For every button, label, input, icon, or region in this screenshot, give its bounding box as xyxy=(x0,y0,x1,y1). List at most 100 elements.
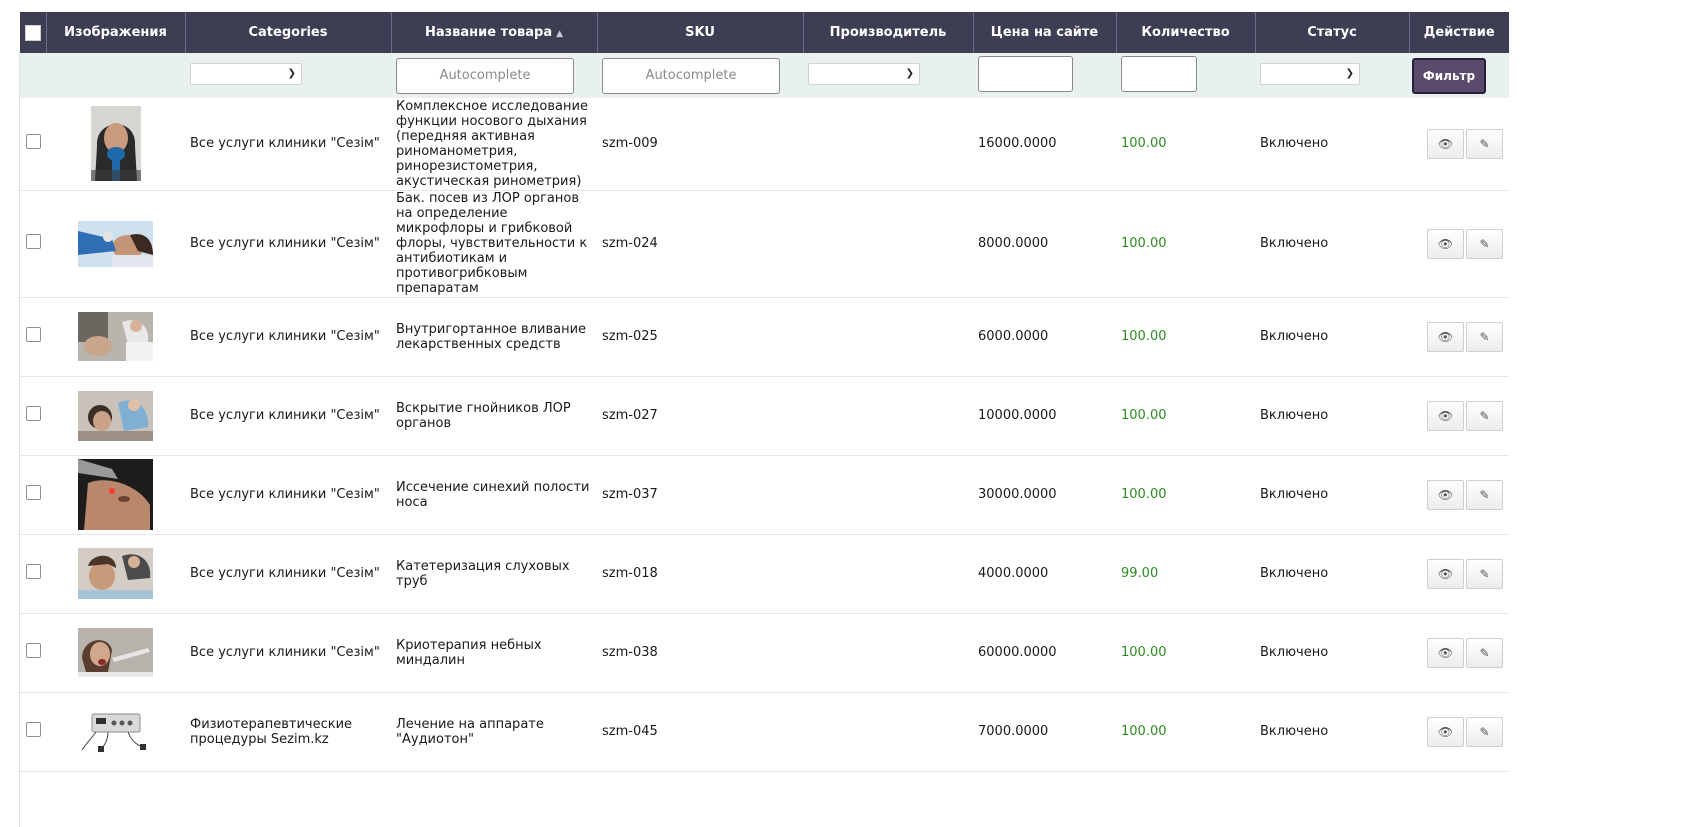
price-filter-input[interactable] xyxy=(978,55,1073,92)
view-button[interactable]: 👁 xyxy=(1427,716,1464,747)
filter-button-cell: Фильтр xyxy=(1409,53,1509,98)
manufacturer-cell xyxy=(803,613,973,693)
manufacturer-cell xyxy=(803,692,973,772)
row-checkbox-cell xyxy=(20,613,46,693)
price-cell: 7000.0000 xyxy=(973,692,1116,772)
column-status[interactable]: Статус xyxy=(1255,12,1410,53)
eye-icon: 👁 xyxy=(1437,645,1454,660)
view-button[interactable]: 👁 xyxy=(1427,128,1464,159)
status-cell: Включено xyxy=(1255,297,1409,377)
actions-cell: 👁 ✎ xyxy=(1409,98,1509,191)
category-cell: Все услуги клиники "Сезім" xyxy=(185,455,391,535)
sku-cell: szm-025 xyxy=(597,297,803,377)
filter-button[interactable]: Фильтр xyxy=(1412,57,1486,94)
quantity-filter-input[interactable] xyxy=(1121,55,1197,92)
pencil-icon: ✎ xyxy=(1479,487,1490,502)
eye-icon: 👁 xyxy=(1437,487,1454,502)
sku-cell: szm-027 xyxy=(597,376,803,456)
category-cell: Физиотерапевтические процедуры Sezim.kz xyxy=(185,692,391,772)
product-thumbnail[interactable] xyxy=(90,106,141,182)
view-button[interactable]: 👁 xyxy=(1427,479,1464,510)
eye-icon: 👁 xyxy=(1437,236,1454,251)
select-all-checkbox[interactable] xyxy=(24,24,41,41)
manufacturer-cell xyxy=(803,98,973,191)
actions-cell: 👁 ✎ xyxy=(1409,376,1509,456)
edit-button[interactable]: ✎ xyxy=(1466,128,1503,159)
edit-button[interactable]: ✎ xyxy=(1466,321,1503,352)
product-thumbnail[interactable] xyxy=(78,548,153,599)
product-thumbnail[interactable] xyxy=(78,459,153,530)
row-checkbox-cell xyxy=(20,376,46,456)
column-name[interactable]: Название товара ▲ xyxy=(391,12,598,53)
sort-asc-icon[interactable]: ▲ xyxy=(556,29,564,39)
manufacturer-cell xyxy=(803,376,973,456)
edit-button[interactable]: ✎ xyxy=(1466,637,1503,668)
filter-price-cell xyxy=(973,53,1116,98)
column-price[interactable]: Цена на сайте xyxy=(973,12,1117,53)
column-images: Изображения xyxy=(46,12,186,53)
edit-button[interactable]: ✎ xyxy=(1466,400,1503,431)
row-checkbox-cell xyxy=(20,455,46,535)
row-checkbox[interactable] xyxy=(26,327,41,342)
row-checkbox[interactable] xyxy=(26,234,41,249)
pencil-icon: ✎ xyxy=(1479,136,1490,151)
pencil-icon: ✎ xyxy=(1479,329,1490,344)
sku-cell: szm-045 xyxy=(597,692,803,772)
status-cell: Включено xyxy=(1255,692,1409,772)
edit-button[interactable]: ✎ xyxy=(1466,716,1503,747)
product-thumbnail[interactable] xyxy=(78,220,153,267)
edit-button[interactable]: ✎ xyxy=(1466,558,1503,589)
row-checkbox[interactable] xyxy=(26,722,41,737)
status-cell: Включено xyxy=(1255,98,1409,191)
price-cell: 16000.0000 xyxy=(973,98,1116,191)
table-row: Физиотерапевтические процедуры Sezim.kz … xyxy=(20,692,1509,772)
row-checkbox[interactable] xyxy=(26,564,41,579)
product-thumbnail[interactable] xyxy=(78,312,153,361)
name-cell: Иссечение синехий полости носа xyxy=(391,455,597,535)
status-cell: Включено xyxy=(1255,190,1409,298)
column-manufacturer[interactable]: Производитель xyxy=(803,12,974,53)
name-cell: Лечение на аппарате "Аудиотон" xyxy=(391,692,597,772)
view-button[interactable]: 👁 xyxy=(1427,400,1464,431)
column-sku[interactable]: SKU xyxy=(597,12,804,53)
column-quantity[interactable]: Количество xyxy=(1116,12,1256,53)
view-button[interactable]: 👁 xyxy=(1427,321,1464,352)
table-row: Все услуги клиники "Сезім" Бак. посев из… xyxy=(20,190,1509,298)
quantity-cell: 100.00 xyxy=(1116,376,1255,456)
quantity-cell: 100.00 xyxy=(1116,455,1255,535)
row-checkbox[interactable] xyxy=(26,406,41,421)
table-row: Все услуги клиники "Сезім" Комплексное и… xyxy=(20,98,1509,191)
edit-button[interactable]: ✎ xyxy=(1466,479,1503,510)
status-cell: Включено xyxy=(1255,455,1409,535)
name-autocomplete-input[interactable]: Autocomplete xyxy=(396,57,574,94)
row-checkbox[interactable] xyxy=(26,134,41,150)
eye-icon: 👁 xyxy=(1437,566,1454,581)
edit-button[interactable]: ✎ xyxy=(1466,228,1503,259)
manufacturer-select[interactable]: ❯ xyxy=(808,62,920,85)
name-cell: Комплексное исследование функции носовог… xyxy=(391,98,597,191)
filter-empty xyxy=(20,53,46,98)
product-thumbnail[interactable] xyxy=(78,709,153,754)
view-button[interactable]: 👁 xyxy=(1427,637,1464,668)
column-name-label[interactable]: Название товара xyxy=(424,25,553,40)
quantity-cell: 100.00 xyxy=(1116,692,1255,772)
sku-autocomplete-input[interactable]: Autocomplete xyxy=(602,57,780,94)
product-thumbnail[interactable] xyxy=(78,390,153,441)
pencil-icon: ✎ xyxy=(1479,236,1490,251)
status-select[interactable]: ❯ xyxy=(1260,62,1360,85)
row-checkbox[interactable] xyxy=(26,643,41,658)
view-button[interactable]: 👁 xyxy=(1427,228,1464,259)
category-select[interactable]: ❯ xyxy=(190,62,302,85)
actions-cell: 👁 ✎ xyxy=(1409,613,1509,693)
status-cell: Включено xyxy=(1255,613,1409,693)
thumbnail-cell xyxy=(46,613,185,693)
row-checkbox[interactable] xyxy=(26,485,41,500)
name-cell: Вскрытие гнойников ЛОР органов xyxy=(391,376,597,456)
column-categories[interactable]: Categories xyxy=(185,12,392,53)
thumbnail-cell xyxy=(46,534,185,614)
price-cell: 30000.0000 xyxy=(973,455,1116,535)
status-cell: Включено xyxy=(1255,534,1409,614)
price-cell: 60000.0000 xyxy=(973,613,1116,693)
view-button[interactable]: 👁 xyxy=(1427,558,1464,589)
product-thumbnail[interactable] xyxy=(78,628,153,677)
